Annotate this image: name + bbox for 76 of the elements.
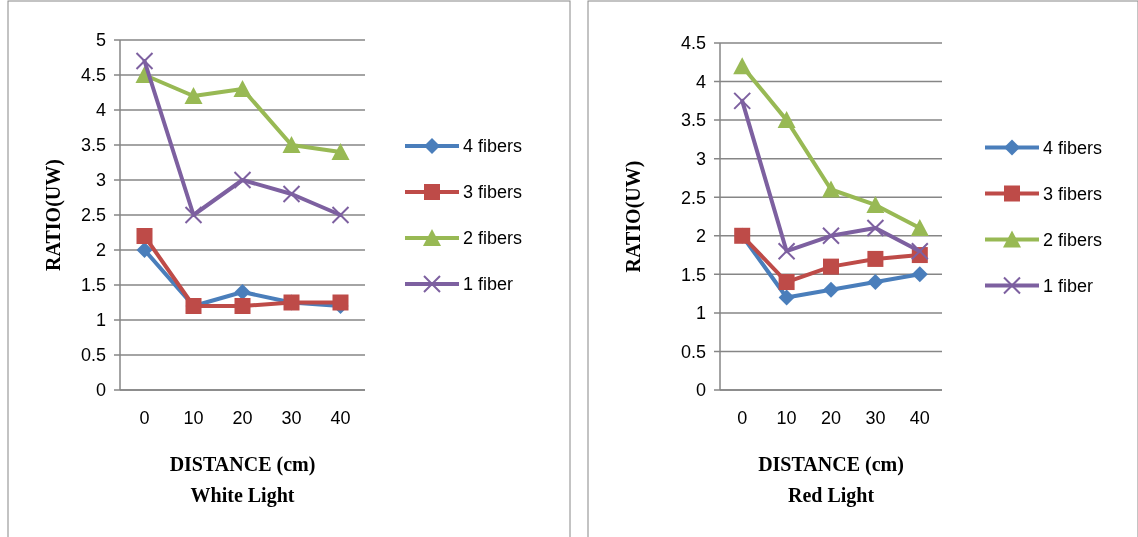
x-tick-label: 30	[281, 408, 302, 428]
legend-label: 3 fibers	[1043, 183, 1103, 204]
y-tick-label: 3.5	[680, 110, 706, 131]
point	[777, 242, 796, 261]
point	[233, 80, 252, 97]
x-tick-label: 40	[330, 408, 351, 428]
y-tick-label: 0.5	[80, 345, 106, 366]
point	[778, 274, 795, 291]
y-axis-title: RATIO(UW)	[622, 160, 645, 273]
x-tick-label: 0	[139, 408, 150, 428]
point	[136, 242, 153, 258]
text: Red Light	[787, 484, 875, 507]
y-tick-label: 4.5	[680, 33, 706, 54]
legend-label: 4 fibers	[463, 136, 523, 157]
point	[135, 52, 154, 70]
y-tick-label: 1.5	[80, 275, 106, 296]
legend-label: 4 fibers	[1043, 137, 1103, 158]
point	[867, 274, 884, 291]
point	[910, 242, 929, 261]
y-tick-label: 3	[695, 148, 706, 169]
point	[184, 87, 203, 104]
y-tick-label: 1.5	[680, 264, 706, 285]
point	[777, 111, 796, 129]
point	[866, 219, 885, 238]
point	[136, 228, 153, 244]
x-tick-label: 0	[737, 408, 748, 428]
point	[234, 298, 251, 314]
y-tick-label: 0	[695, 380, 706, 401]
y-tick-label: 2.5	[80, 205, 106, 226]
legend-label: 1 fiber	[463, 274, 514, 295]
point	[282, 136, 301, 153]
y-tick-label: 4	[95, 100, 106, 121]
y-tick-label: 4.5	[80, 65, 106, 86]
text: White Light	[190, 484, 295, 507]
y-tick-label: 0.5	[680, 341, 706, 362]
legend-label: 3 fibers	[463, 182, 523, 203]
y-tick-label: 1	[695, 303, 706, 324]
y-tick-label: 4	[695, 71, 706, 92]
y-tick-label: 1	[95, 310, 106, 331]
point	[233, 171, 252, 189]
x-axis-title: DISTANCE (cm)	[169, 453, 316, 476]
x-axis-title: DISTANCE (cm)	[758, 453, 904, 476]
x-tick-label: 30	[865, 408, 886, 428]
legend-label: 2 fibers	[463, 228, 523, 249]
x-tick-label: 10	[183, 408, 204, 428]
y-tick-label: 0	[95, 380, 106, 401]
point	[184, 206, 203, 224]
point	[823, 258, 839, 275]
point	[911, 266, 928, 283]
point	[234, 284, 251, 300]
y-axis-title: RATIO(UW)	[42, 159, 65, 271]
point	[822, 180, 840, 198]
x-tick-label: 20	[820, 408, 842, 428]
point	[733, 57, 752, 75]
y-tick-label: 3	[95, 170, 106, 191]
point	[332, 294, 349, 311]
y-tick-label: 2.5	[680, 187, 706, 208]
point	[778, 289, 795, 306]
y-tick-label: 3.5	[80, 135, 106, 156]
point	[866, 195, 885, 213]
point	[331, 143, 350, 160]
y-tick-label: 2	[95, 240, 106, 261]
point	[331, 206, 350, 224]
x-tick-label: 10	[776, 408, 797, 428]
point	[910, 219, 929, 237]
legend-label: 2 fibers	[1043, 229, 1103, 250]
y-tick-label: 5	[95, 30, 106, 51]
point	[867, 250, 884, 267]
point	[282, 185, 301, 203]
legend-label: 1 fiber	[1043, 275, 1094, 296]
x-tick-label: 20	[232, 408, 253, 428]
point	[822, 226, 840, 245]
point	[823, 281, 839, 298]
point	[733, 91, 752, 110]
x-tick-label: 40	[909, 408, 930, 428]
y-tick-label: 2	[695, 226, 706, 247]
